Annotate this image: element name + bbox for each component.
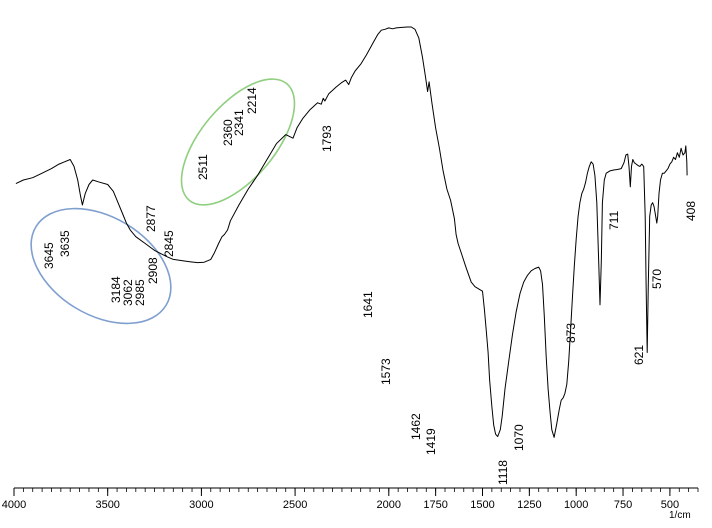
peak-label-3635: 3635: [58, 230, 72, 257]
x-tick-label-1750: 1750: [423, 499, 447, 511]
x-tick-label-1000: 1000: [564, 499, 588, 511]
annotation-ellipses: [30, 78, 296, 325]
peak-label-2985: 2985: [133, 279, 147, 306]
x-tick-label-3500: 3500: [95, 499, 119, 511]
peak-label-3184: 3184: [109, 276, 123, 303]
x-tick-label-1250: 1250: [517, 499, 541, 511]
peak-label-1118: 1118: [496, 460, 510, 485]
x-tick-label-4000: 4000: [2, 499, 26, 511]
x-axis-unit-label: 1/cm: [669, 510, 691, 521]
x-axis-major-ticks: [13, 488, 671, 496]
peak-label-2511: 2511: [196, 154, 210, 180]
spectrum-line: [15, 26, 688, 438]
peak-label-570: 570: [650, 269, 664, 289]
peak-label-1462: 1462: [409, 413, 423, 440]
peak-label-408: 408: [684, 201, 698, 221]
peak-label-1573: 1573: [379, 358, 393, 385]
peak-label-2845: 2845: [162, 230, 176, 257]
peak-label-1793: 1793: [320, 125, 334, 152]
x-tick-label-500: 500: [661, 499, 679, 511]
annotation-ellipse-oh-region: [30, 207, 172, 325]
peak-label-2877: 2877: [144, 205, 158, 232]
peak-labels: 3645 3635 3184 3062 2985 2908 2877 2845 …: [42, 87, 698, 485]
peak-label-2908: 2908: [146, 257, 160, 284]
peak-label-3062: 3062: [121, 279, 135, 306]
x-tick-label-2500: 2500: [283, 499, 307, 511]
x-tick-label-2000: 2000: [377, 499, 401, 511]
peak-label-621: 621: [632, 345, 646, 365]
peak-label-1419: 1419: [424, 428, 438, 455]
peak-label-2341: 2341: [232, 109, 246, 136]
peak-label-3645: 3645: [42, 242, 56, 269]
x-tick-label-750: 750: [614, 499, 632, 511]
peak-label-711: 711: [607, 211, 621, 230]
peak-label-1641: 1641: [361, 291, 375, 318]
x-axis-minor-ticks: [13, 488, 699, 492]
x-tick-label-3000: 3000: [189, 499, 213, 511]
peak-label-873: 873: [564, 323, 578, 343]
annotation-ellipse-co2-region: [180, 78, 296, 206]
x-axis-tick-labels: 4000 3500 3000 2500 2000 1750 1500 1250 1000 750 5…: [2, 499, 679, 511]
peak-label-2360: 2360: [221, 119, 235, 146]
peak-label-1070: 1070: [512, 424, 526, 451]
peak-label-2214: 2214: [245, 87, 259, 114]
x-tick-label-1500: 1500: [470, 499, 494, 511]
